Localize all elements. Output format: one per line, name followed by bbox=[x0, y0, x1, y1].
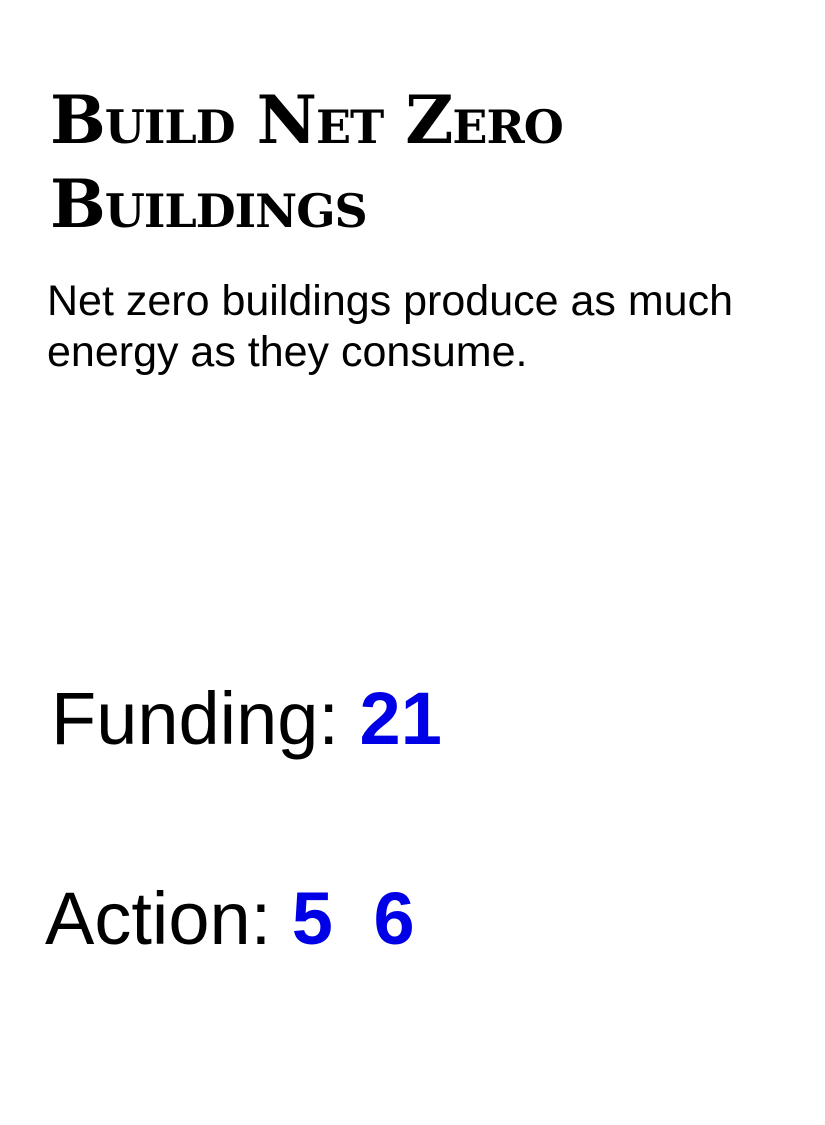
card-description: Net zero buildings produce as much energ… bbox=[47, 277, 733, 376]
funding-row: Funding: 21 bbox=[51, 677, 442, 761]
card-title-line-2: Buildings bbox=[50, 165, 368, 243]
funding-value: 21 bbox=[359, 677, 442, 760]
action-value-1: 5 bbox=[291, 877, 333, 960]
funding-label: Funding: bbox=[51, 677, 339, 760]
card-title-line-1: Build Net Zero bbox=[50, 81, 564, 159]
card-title: Build Net Zero Buildings bbox=[50, 78, 610, 246]
action-label: Action: bbox=[45, 877, 272, 960]
action-row: Action: 5 6 bbox=[45, 877, 415, 961]
action-value-2: 6 bbox=[373, 877, 415, 960]
